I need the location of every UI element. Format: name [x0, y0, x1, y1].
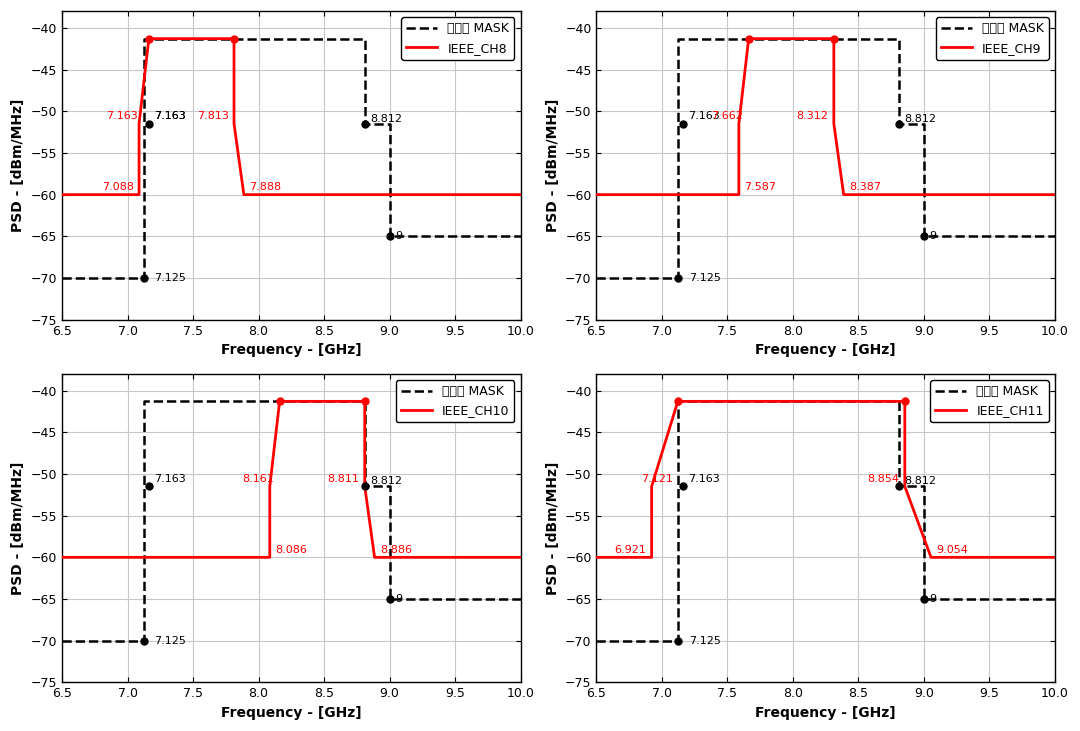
Text: 9.054: 9.054: [936, 545, 968, 555]
Text: 8.886: 8.886: [380, 545, 411, 555]
X-axis label: Frequency - [GHz]: Frequency - [GHz]: [221, 706, 362, 720]
Text: 8.812: 8.812: [905, 477, 936, 486]
Text: 7.163: 7.163: [689, 111, 720, 121]
Text: 7.125: 7.125: [154, 273, 186, 283]
Legend: 新国标 MASK, IEEE_CH10: 新国标 MASK, IEEE_CH10: [395, 380, 514, 423]
Y-axis label: PSD - [dBm/MHz]: PSD - [dBm/MHz]: [11, 99, 25, 232]
Y-axis label: PSD - [dBm/MHz]: PSD - [dBm/MHz]: [545, 99, 559, 232]
Text: 7.163: 7.163: [154, 111, 186, 121]
Text: 9: 9: [395, 231, 402, 241]
Text: 7.121: 7.121: [640, 474, 673, 484]
Text: 8.387: 8.387: [849, 182, 881, 192]
Text: 7.163: 7.163: [154, 474, 186, 484]
Text: 9: 9: [929, 231, 936, 241]
X-axis label: Frequency - [GHz]: Frequency - [GHz]: [755, 343, 896, 357]
Text: 8.086: 8.086: [275, 545, 307, 555]
Text: 7.587: 7.587: [744, 182, 777, 192]
X-axis label: Frequency - [GHz]: Frequency - [GHz]: [221, 343, 362, 357]
Text: 8.854: 8.854: [867, 474, 900, 484]
Text: 7.088: 7.088: [102, 182, 134, 192]
Text: 7.662: 7.662: [712, 111, 743, 121]
Text: 7.125: 7.125: [154, 636, 186, 645]
Legend: 新国标 MASK, IEEE_CH9: 新国标 MASK, IEEE_CH9: [935, 18, 1049, 60]
Legend: 新国标 MASK, IEEE_CH8: 新国标 MASK, IEEE_CH8: [401, 18, 514, 60]
Y-axis label: PSD - [dBm/MHz]: PSD - [dBm/MHz]: [11, 461, 25, 595]
Text: 7.163: 7.163: [689, 474, 720, 484]
X-axis label: Frequency - [GHz]: Frequency - [GHz]: [755, 706, 896, 720]
Text: 9: 9: [929, 594, 936, 604]
Text: 6.921: 6.921: [615, 545, 647, 555]
Text: 7.125: 7.125: [689, 636, 720, 645]
Text: 7.163: 7.163: [154, 111, 186, 121]
Text: 8.812: 8.812: [370, 114, 402, 124]
Text: 8.812: 8.812: [370, 477, 402, 486]
Text: 8.312: 8.312: [797, 111, 828, 121]
Text: 7.125: 7.125: [689, 273, 720, 283]
Text: 8.812: 8.812: [905, 114, 936, 124]
Text: 7.813: 7.813: [197, 111, 229, 121]
Text: 8.811: 8.811: [327, 474, 360, 484]
Text: 7.888: 7.888: [249, 182, 281, 192]
Text: 7.163: 7.163: [106, 111, 138, 121]
Legend: 新国标 MASK, IEEE_CH11: 新国标 MASK, IEEE_CH11: [930, 380, 1049, 423]
Text: 9: 9: [395, 594, 402, 604]
Y-axis label: PSD - [dBm/MHz]: PSD - [dBm/MHz]: [545, 461, 559, 595]
Text: 8.161: 8.161: [243, 474, 274, 484]
